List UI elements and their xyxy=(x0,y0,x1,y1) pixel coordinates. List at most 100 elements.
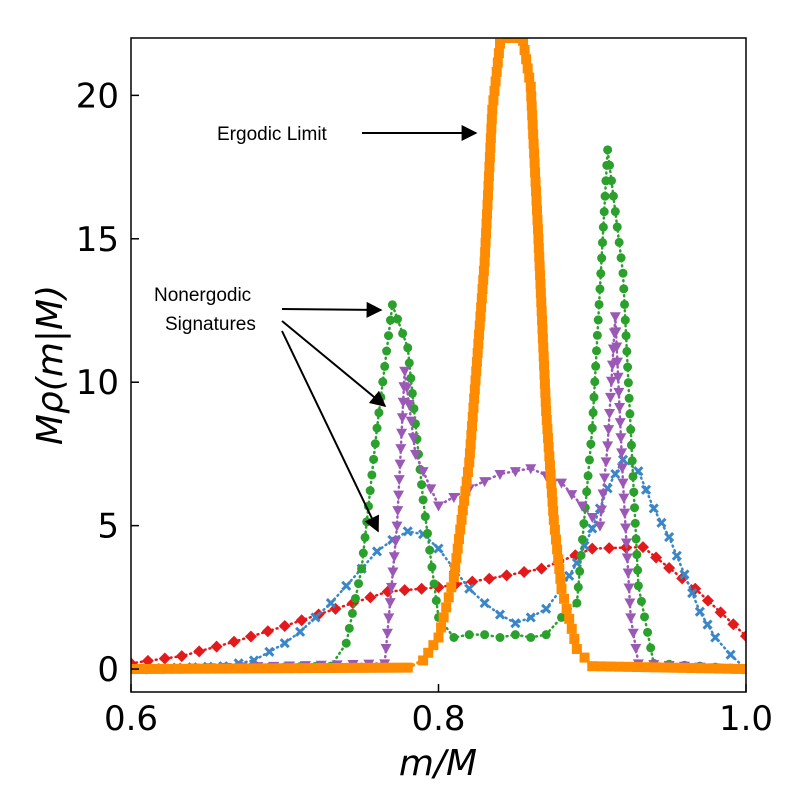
data-point-square xyxy=(446,582,457,593)
data-point-square xyxy=(539,369,550,380)
data-point-diamond xyxy=(210,640,223,653)
data-point-x xyxy=(295,626,306,637)
data-point-diamond xyxy=(586,542,599,555)
data-point-circle xyxy=(600,191,610,201)
data-point-square xyxy=(596,661,607,672)
data-point-circle xyxy=(572,598,582,608)
data-point-triangle xyxy=(602,441,614,452)
data-point-square xyxy=(531,195,542,206)
data-point-diamond xyxy=(663,561,676,574)
data-point-triangle xyxy=(386,582,398,593)
data-point-circle xyxy=(628,471,638,481)
x-axis-title: m/M xyxy=(399,743,477,784)
data-point-square xyxy=(532,224,543,235)
data-point-circle xyxy=(582,487,592,497)
data-point-triangle xyxy=(394,459,406,470)
data-point-square xyxy=(236,663,247,674)
data-point-triangle xyxy=(614,418,626,429)
data-point-circle xyxy=(603,145,613,155)
data-point-square xyxy=(555,573,566,584)
data-point-square xyxy=(538,351,549,362)
data-point-square xyxy=(533,233,544,244)
data-point-triangle xyxy=(625,613,637,624)
data-point-square xyxy=(495,38,505,49)
data-point-square xyxy=(510,38,521,43)
data-point-triangle xyxy=(624,598,636,609)
y-tick-label: 5 xyxy=(97,507,119,547)
data-point-square xyxy=(474,329,485,340)
data-point-x xyxy=(510,618,521,629)
data-point-triangle xyxy=(612,372,624,383)
data-point-square xyxy=(544,460,555,471)
data-point-square xyxy=(465,439,476,450)
data-point-triangle xyxy=(399,366,411,377)
data-point-square xyxy=(741,664,746,675)
data-point-circle xyxy=(406,373,416,383)
data-point-square xyxy=(199,663,210,674)
data-point-square xyxy=(540,387,551,398)
data-point-circle xyxy=(599,207,609,217)
data-point-circle xyxy=(577,534,587,544)
data-point-square xyxy=(487,104,498,115)
data-point-triangle xyxy=(390,536,402,547)
data-point-circle xyxy=(606,176,616,186)
data-point-square xyxy=(547,496,558,507)
data-point-circle xyxy=(596,269,606,279)
data-point-triangle xyxy=(616,448,628,459)
data-point-x xyxy=(371,546,383,557)
data-point-triangle xyxy=(393,475,405,486)
data-point-square xyxy=(528,138,539,149)
data-point-square xyxy=(564,613,575,624)
data-point-square xyxy=(462,467,473,478)
data-point-square xyxy=(481,218,492,229)
data-point-square xyxy=(441,602,452,613)
data-point-triangle xyxy=(407,433,419,444)
data-point-circle xyxy=(420,512,430,522)
data-point-square xyxy=(153,663,164,674)
data-point-square xyxy=(436,622,447,633)
data-point-circle xyxy=(378,377,388,387)
data-point-circle xyxy=(431,596,441,606)
data-point-square xyxy=(468,402,479,413)
data-point-square xyxy=(433,632,444,643)
data-point-square xyxy=(731,663,742,674)
data-point-triangle xyxy=(623,583,635,594)
data-point-square xyxy=(695,663,706,674)
data-point-triangle xyxy=(630,644,642,655)
data-point-square xyxy=(482,199,493,210)
data-point-square xyxy=(319,663,330,674)
data-point-circle xyxy=(633,565,643,575)
data-point-square xyxy=(467,421,478,432)
data-point-square xyxy=(456,514,467,525)
data-point-square xyxy=(489,85,500,96)
data-point-triangle xyxy=(433,501,444,512)
data-point-triangle xyxy=(594,521,606,532)
data-point-square xyxy=(209,663,220,674)
data-point-diamond xyxy=(714,606,727,619)
data-point-triangle xyxy=(627,628,639,639)
data-point-square xyxy=(484,161,495,172)
data-point-square xyxy=(480,247,491,258)
data-point-diamond xyxy=(603,542,616,555)
data-point-triangle xyxy=(425,484,437,495)
data-point-square xyxy=(614,661,625,672)
data-point-square xyxy=(484,152,495,163)
data-point-square xyxy=(255,663,266,674)
data-point-circle xyxy=(526,633,536,642)
data-point-square xyxy=(451,553,462,564)
data-point-square xyxy=(162,663,173,674)
data-point-square xyxy=(537,324,548,335)
data-point-diamond xyxy=(261,625,274,638)
data-point-square xyxy=(530,167,541,178)
data-point-square xyxy=(551,534,562,545)
data-point-triangle xyxy=(388,552,400,563)
data-point-circle xyxy=(591,361,601,371)
data-point-x xyxy=(402,526,413,537)
data-point-x xyxy=(656,517,667,528)
data-point-square xyxy=(292,663,303,674)
data-point-square xyxy=(338,662,349,673)
data-point-triangle xyxy=(610,327,622,338)
data-point-square xyxy=(452,543,463,554)
annotation-nonergodic: Nonergodic xyxy=(154,285,251,306)
